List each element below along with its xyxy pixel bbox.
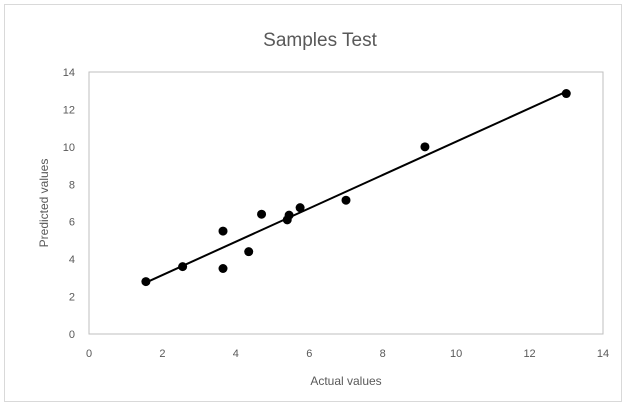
data-point bbox=[561, 89, 571, 99]
data-point bbox=[218, 226, 228, 236]
x-tick-label: 4 bbox=[233, 348, 239, 360]
y-tick-label: 0 bbox=[69, 329, 75, 341]
x-tick-label: 14 bbox=[597, 348, 609, 360]
trendline bbox=[145, 90, 567, 284]
data-point bbox=[257, 209, 267, 219]
y-tick-label: 8 bbox=[69, 179, 75, 191]
chart-area bbox=[4, 4, 622, 402]
data-point bbox=[218, 264, 228, 273]
y-axis-title: Predicted values bbox=[37, 159, 51, 248]
x-tick-label: 6 bbox=[306, 348, 312, 360]
plot-area-border bbox=[88, 71, 604, 335]
y-tick-label: 4 bbox=[69, 254, 75, 266]
data-point bbox=[141, 277, 151, 287]
y-tick-label: 14 bbox=[63, 67, 75, 79]
data-point bbox=[420, 142, 430, 152]
data-point bbox=[341, 195, 351, 205]
data-point bbox=[178, 262, 188, 272]
y-tick-label: 12 bbox=[63, 104, 75, 116]
y-tick-label: 2 bbox=[69, 292, 75, 304]
plot-layer: 0 2 4 6 8 10 12 14 0 2 4 6 8 10 12 14 bbox=[63, 67, 609, 360]
x-tick-label: 8 bbox=[380, 348, 386, 360]
x-tick-label: 0 bbox=[86, 348, 92, 360]
y-tick-label: 6 bbox=[69, 217, 75, 229]
chart-title: Samples Test bbox=[263, 30, 377, 51]
x-tick-label: 2 bbox=[159, 348, 165, 360]
data-point bbox=[284, 210, 294, 220]
x-axis-title: Actual values bbox=[310, 374, 381, 388]
data-point bbox=[295, 203, 305, 213]
data-point bbox=[244, 247, 254, 257]
y-tick-label: 10 bbox=[63, 142, 75, 154]
x-tick-label: 12 bbox=[523, 348, 535, 360]
x-tick-label: 10 bbox=[450, 348, 462, 360]
